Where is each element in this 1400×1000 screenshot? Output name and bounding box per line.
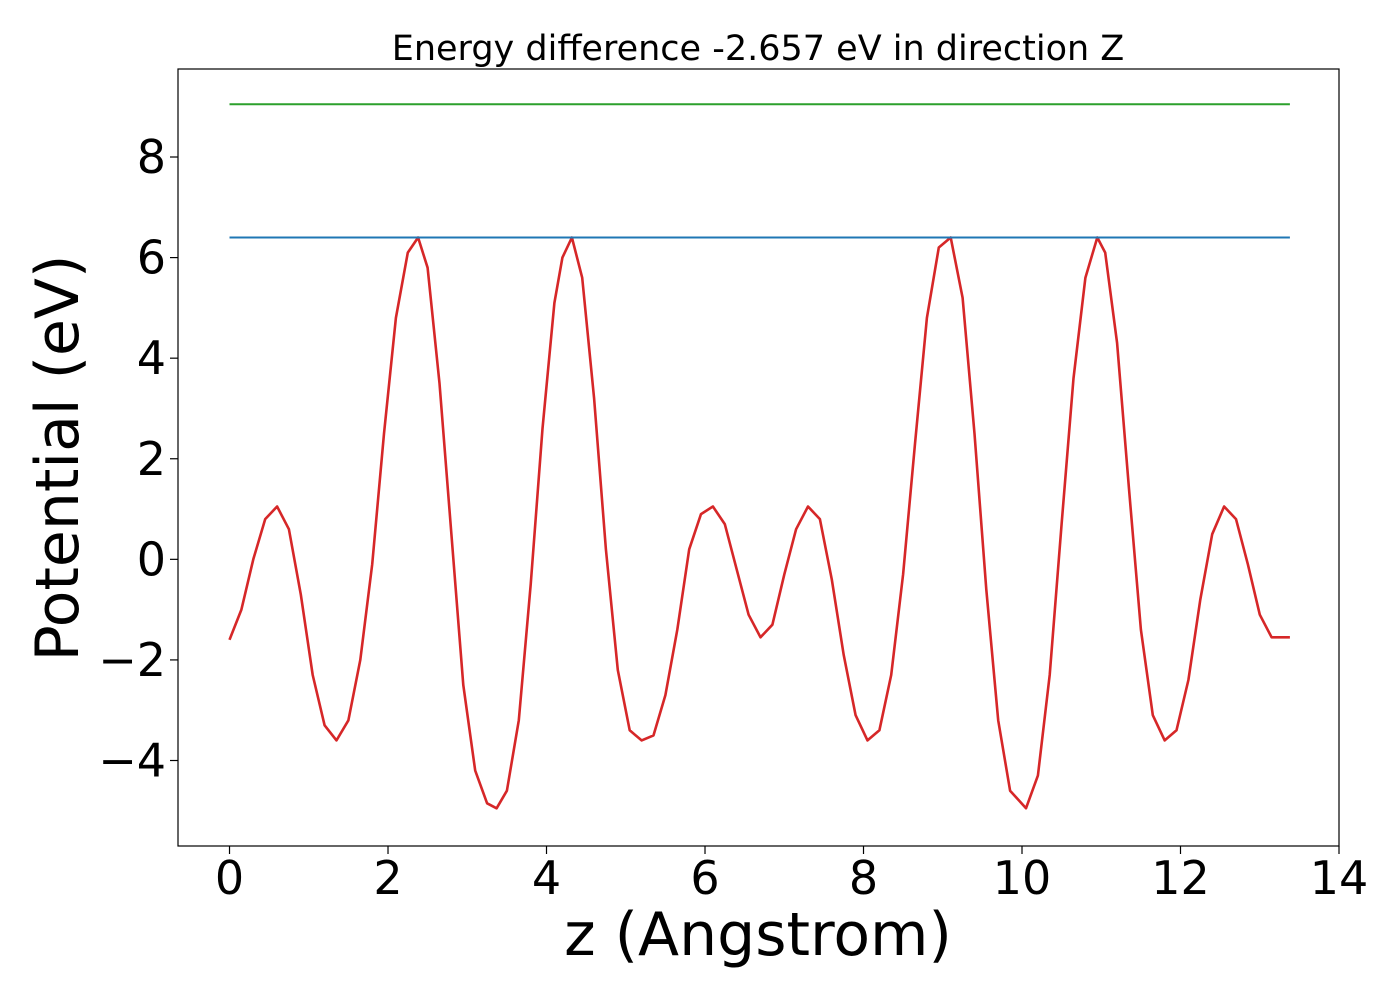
x-tick-label: 2 bbox=[373, 851, 402, 905]
y-tick-label: 4 bbox=[137, 331, 166, 385]
x-tick-label: 10 bbox=[993, 851, 1052, 905]
y-tick-label: 8 bbox=[137, 130, 166, 184]
x-tick-label: 4 bbox=[532, 851, 561, 905]
x-tick-label: 14 bbox=[1310, 851, 1369, 905]
x-axis-label: z (Angstrom) bbox=[564, 900, 952, 970]
y-tick-label: −2 bbox=[98, 633, 166, 687]
y-axis-ticks: −4 −2 0 2 4 6 8 bbox=[98, 130, 178, 788]
x-tick-label: 6 bbox=[690, 851, 719, 905]
series-line-0 bbox=[228, 236, 1290, 810]
chart-title: Energy difference -2.657 eV in direction… bbox=[392, 29, 1125, 69]
y-tick-label: 2 bbox=[137, 432, 166, 486]
y-axis-label: Potential (eV) bbox=[23, 255, 93, 662]
y-tick-label: −4 bbox=[98, 734, 166, 788]
y-tick-label: 6 bbox=[137, 231, 166, 285]
x-tick-label: 0 bbox=[215, 851, 244, 905]
x-tick-label: 12 bbox=[1151, 851, 1210, 905]
series-layer bbox=[228, 103, 1290, 810]
x-axis-ticks: 0 2 4 6 8 10 12 14 bbox=[215, 846, 1368, 905]
x-tick-label: 8 bbox=[849, 851, 878, 905]
y-tick-label: 0 bbox=[137, 532, 166, 586]
plot-area-frame bbox=[177, 68, 1340, 847]
